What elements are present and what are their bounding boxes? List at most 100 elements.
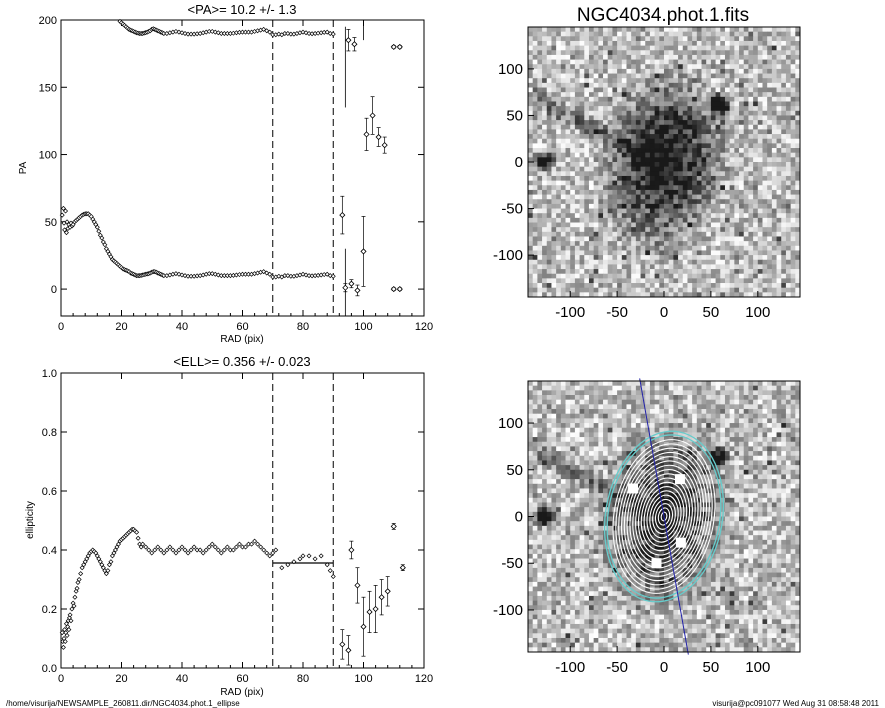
image-pixel (678, 255, 684, 261)
image-pixel (729, 236, 735, 242)
image-pixel (659, 157, 665, 163)
image-pixel (556, 213, 562, 219)
image-pixel (635, 180, 641, 186)
image-pixel (743, 180, 749, 186)
image-pixel (537, 50, 543, 56)
image-pixel (781, 278, 787, 284)
image-pixel (631, 110, 637, 116)
image-pixel (687, 73, 693, 79)
image-pixel (687, 31, 693, 37)
image-pixel (692, 264, 698, 270)
image-pixel (528, 106, 534, 112)
image-pixel (706, 213, 712, 219)
image-pixel (767, 115, 773, 121)
image-pixel (748, 171, 754, 177)
image-pixel (668, 162, 674, 168)
image-pixel (734, 259, 740, 265)
image-pixel (687, 120, 693, 126)
image-pixel (528, 27, 534, 33)
image-pixel (771, 264, 777, 270)
image-pixel (790, 124, 796, 130)
image-pixel (659, 171, 665, 177)
image-pixel (790, 73, 796, 79)
image-pixel (579, 92, 585, 98)
image-pixel (574, 255, 580, 261)
image-pixel (649, 287, 656, 293)
image-pixel (682, 27, 688, 33)
image-pixel (668, 203, 674, 209)
image-pixel (790, 395, 796, 401)
image-pixel (743, 390, 749, 396)
image-pixel (612, 404, 618, 410)
image-pixel (551, 194, 557, 200)
image-pixel (635, 143, 641, 149)
image-pixel (560, 50, 566, 56)
image-pixel (673, 180, 679, 186)
image-pixel (570, 152, 576, 158)
image-pixel (579, 143, 585, 149)
image-pixel (753, 390, 759, 396)
image-pixel (556, 432, 562, 438)
image-pixel (776, 180, 782, 186)
image-pixel (720, 40, 726, 47)
image-pixel (692, 27, 698, 33)
image-pixel (781, 180, 787, 186)
image-pixel (556, 87, 562, 93)
image-pixel (645, 157, 651, 163)
image-pixel (710, 152, 716, 158)
image-pixel (753, 82, 759, 88)
image-pixel (753, 259, 759, 265)
image-pixel (635, 250, 641, 256)
image-pixel (724, 152, 731, 158)
image-pixel (762, 54, 768, 60)
image-pixel (528, 59, 534, 65)
image-pixel (715, 185, 721, 191)
image-pixel (668, 245, 674, 251)
image-pixel (551, 404, 557, 410)
image-pixel (645, 36, 651, 42)
image-pixel (626, 143, 632, 149)
image-pixel (607, 409, 613, 415)
image-pixel (542, 129, 548, 135)
image-pixel (767, 129, 773, 135)
image-pixel (579, 40, 585, 47)
image-pixel (785, 423, 792, 429)
image-pixel (607, 31, 613, 37)
image-pixel (593, 385, 599, 391)
image-pixel (687, 427, 693, 433)
image-pixel (546, 273, 552, 279)
image-pixel (748, 409, 754, 415)
image-pixel (649, 31, 656, 37)
image-pixel (626, 264, 632, 270)
image-pixel (612, 395, 618, 401)
image-pixel (542, 236, 548, 242)
image-pixel (584, 231, 590, 237)
image-pixel (734, 241, 740, 247)
image-pixel (588, 381, 595, 387)
image-pixel (626, 185, 632, 191)
image-pixel (795, 427, 801, 433)
image-pixel (673, 385, 679, 391)
image-pixel (649, 27, 656, 33)
image-pixel (551, 50, 557, 56)
image-pixel (790, 269, 796, 275)
image-pixel (621, 194, 627, 200)
image-pixel (631, 82, 637, 88)
image-pixel (682, 171, 688, 177)
image-pixel (664, 143, 670, 149)
image-pixel (645, 259, 651, 265)
image-pixel (724, 68, 731, 74)
image-pixel (781, 381, 787, 387)
data-point (233, 544, 239, 550)
image-pixel (579, 78, 585, 84)
image-pixel (715, 120, 721, 126)
image-pixel (617, 399, 623, 405)
image-pixel (710, 166, 716, 172)
image-pixel (682, 59, 688, 65)
image-pixel (706, 283, 712, 289)
image-pixel (603, 54, 609, 60)
image-pixel (767, 269, 773, 275)
image-pixel (710, 157, 716, 163)
image-pixel (682, 36, 688, 42)
image-pixel (584, 143, 590, 149)
